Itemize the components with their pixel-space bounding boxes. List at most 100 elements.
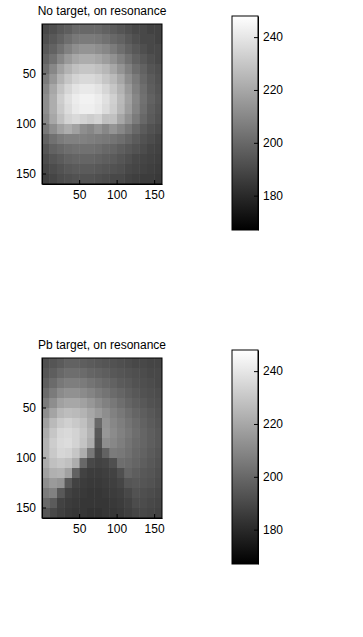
cell [140,74,148,84]
tick-label: 100 [16,117,36,131]
cell [125,368,133,378]
cell [80,104,88,114]
cell [140,488,148,498]
cell [42,468,50,478]
cell [147,124,155,134]
cell [125,164,133,174]
cell [125,94,133,104]
cell [125,428,133,438]
cell [87,368,95,378]
cell [132,388,140,398]
cell [80,64,88,74]
cell [95,24,103,34]
cell [65,448,73,458]
plot-frame [42,358,162,518]
cell [117,174,125,184]
cell [65,438,73,448]
cell [50,358,58,368]
cell [132,24,140,34]
x-tick: 50 [73,514,87,536]
cell [147,488,155,498]
cell [80,478,88,488]
tick-mark [117,180,118,184]
cell [42,448,50,458]
cell [132,174,140,184]
cell [155,74,163,84]
cell [65,84,73,94]
y-axis: 50100150 [16,359,46,519]
cell [87,134,95,144]
cell [87,34,95,44]
cell [140,388,148,398]
cell [50,418,58,428]
cell [155,34,163,44]
cell [50,458,58,468]
cell [147,144,155,154]
cell [87,124,95,134]
cell [95,488,103,498]
cell [57,478,65,488]
cell [50,34,58,44]
tick-label: 240 [263,30,283,44]
cell [42,104,50,114]
cell [132,358,140,368]
cell [80,174,88,184]
cell [110,164,118,174]
cell [87,498,95,508]
cell [80,378,88,388]
tick-label: 50 [73,188,87,202]
cell [95,428,103,438]
cell [80,438,88,448]
cell [140,448,148,458]
cell [87,438,95,448]
cell [147,368,155,378]
tick-label: 150 [145,188,165,202]
axis-line [258,351,259,565]
cell [95,398,103,408]
cell [140,174,148,184]
cell [110,378,118,388]
cell [102,154,110,164]
cell [72,418,80,428]
cell [147,44,155,54]
cell [65,64,73,74]
cell [117,428,125,438]
cell [80,154,88,164]
cell [140,468,148,478]
cell [42,144,50,154]
cell [132,64,140,74]
cell [65,144,73,154]
cell [125,478,133,488]
cell [147,378,155,388]
cell [72,448,80,458]
cell [50,468,58,478]
cell [87,144,95,154]
cell [117,164,125,174]
cell [42,418,50,428]
tick-label: 220 [263,83,283,97]
cell [140,428,148,438]
cell [132,144,140,154]
tick-label: 100 [107,188,127,202]
cell [65,154,73,164]
tick-label: 100 [107,522,127,536]
cell [102,388,110,398]
cell [42,84,50,94]
cell [147,104,155,114]
colorbar-tick: 180 [254,523,283,537]
cell [42,74,50,84]
cell [110,458,118,468]
tick-label: 50 [23,67,37,81]
cell [147,24,155,34]
cell [110,448,118,458]
cell [140,34,148,44]
cell [50,104,58,114]
cell [87,74,95,84]
cell [65,134,73,144]
cell [102,64,110,74]
cell [65,114,73,124]
cell [102,438,110,448]
cell [87,378,95,388]
cell [80,448,88,458]
cell [117,448,125,458]
